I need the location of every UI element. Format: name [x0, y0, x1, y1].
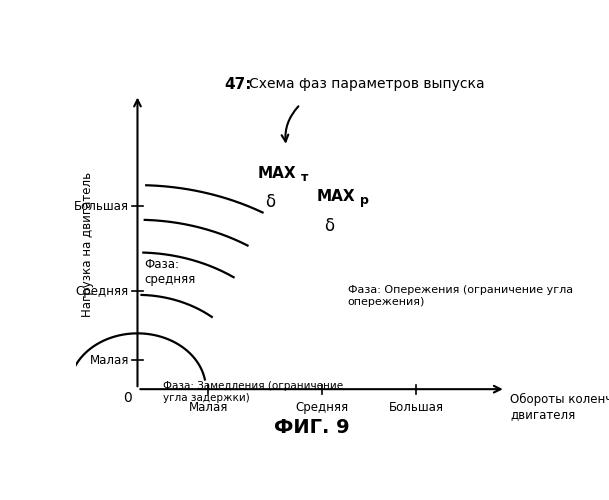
- Text: Средняя: Средняя: [295, 400, 348, 413]
- Text: Большая: Большая: [74, 200, 129, 213]
- Text: Фаза: Опережения (ограничение угла
опережения): Фаза: Опережения (ограничение угла опере…: [348, 285, 572, 307]
- Text: Фаза:
средняя: Фаза: средняя: [144, 258, 196, 286]
- Text: MAX: MAX: [317, 190, 356, 204]
- Text: δ: δ: [265, 193, 275, 211]
- Text: MAX: MAX: [258, 166, 297, 182]
- Text: δ: δ: [324, 217, 334, 235]
- Text: Нагрузка на двигатель: Нагрузка на двигатель: [82, 172, 94, 318]
- Text: Схема фаз параметров выпуска: Схема фаз параметров выпуска: [249, 78, 485, 92]
- Text: Обороты коленчатого вала
двигателя: Обороты коленчатого вала двигателя: [510, 393, 609, 421]
- Text: т: т: [301, 172, 309, 184]
- Text: ФИГ. 9: ФИГ. 9: [274, 418, 350, 438]
- Text: 47:: 47:: [225, 78, 252, 92]
- Text: 0: 0: [123, 390, 132, 404]
- Text: р: р: [361, 194, 369, 207]
- Text: Средняя: Средняя: [76, 284, 129, 298]
- Text: Малая: Малая: [189, 400, 228, 413]
- Text: Малая: Малая: [90, 354, 129, 367]
- Text: Фаза: Замедления (ограничение
угла задержки): Фаза: Замедления (ограничение угла задер…: [163, 382, 343, 403]
- Text: Большая: Большая: [389, 400, 443, 413]
